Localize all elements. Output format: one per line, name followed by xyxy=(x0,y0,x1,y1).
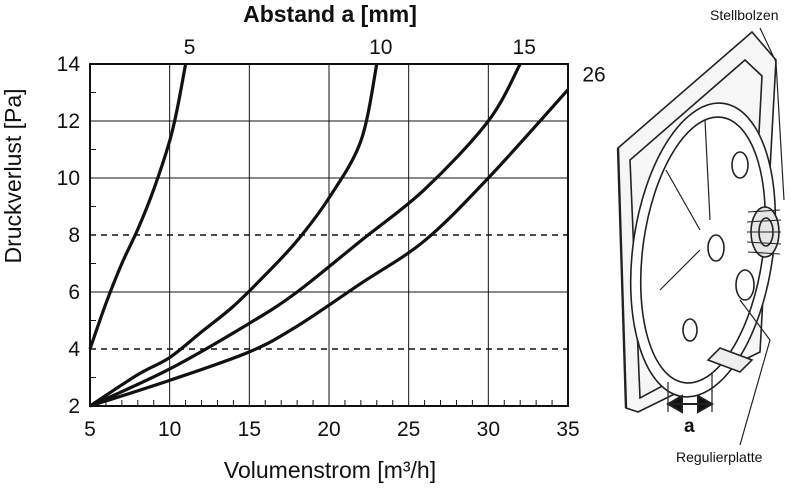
label-regulierplatte: Regulierplatte xyxy=(676,449,763,465)
curve-a-10 xyxy=(89,63,379,408)
leader-stellbolzen xyxy=(759,27,785,201)
valve-spoke xyxy=(659,119,711,291)
x-tick-label: 20 xyxy=(317,418,340,441)
minor-ticks xyxy=(90,92,553,406)
x-tick-label: 10 xyxy=(158,418,181,441)
y-axis-title: Druckverlust [Pa] xyxy=(0,88,26,263)
regulator-plate-rim xyxy=(639,116,767,384)
adjusting-bolt-thread xyxy=(746,209,782,255)
tick-labels: 5 10 15 20 25 30 35 2 4 6 8 10 12 14 xyxy=(57,53,580,441)
mounting-tab xyxy=(706,347,754,373)
y-tick-label: 4 xyxy=(68,338,80,361)
curve-label-15: 15 xyxy=(513,36,536,59)
x-tick-label: 15 xyxy=(238,418,261,441)
curve-a-5 xyxy=(88,63,188,350)
y-tick-label: 14 xyxy=(57,53,81,76)
y-tick-label: 8 xyxy=(68,224,80,247)
curve-series xyxy=(88,63,570,408)
valve-illustration xyxy=(616,27,785,446)
curve-label-5: 5 xyxy=(184,36,196,59)
y-tick-label: 6 xyxy=(68,281,80,304)
valve-hole xyxy=(735,269,755,301)
label-stellbolzen: Stellbolzen xyxy=(710,7,779,23)
x-tick-label: 35 xyxy=(556,418,579,441)
curve-labels: 5 10 15 26 xyxy=(184,36,606,87)
label-a: a xyxy=(684,416,695,437)
curve-label-10: 10 xyxy=(369,36,392,59)
valve-frame-edge xyxy=(616,147,628,409)
valve-hole xyxy=(731,151,749,179)
y-tick-label: 12 xyxy=(57,110,80,133)
x-tick-label: 30 xyxy=(477,418,500,441)
dimension-a-arrow xyxy=(665,394,715,414)
plot-frame xyxy=(89,63,569,407)
curve-a-15 xyxy=(89,63,522,408)
top-axis-title: Abstand a [mm] xyxy=(243,1,417,27)
leader-regulierplatte xyxy=(739,299,771,446)
y-tick-label: 10 xyxy=(57,167,80,190)
valve-hole xyxy=(682,318,698,342)
x-tick-label: 5 xyxy=(84,418,96,441)
valve-hole xyxy=(707,234,725,262)
dimension-a-line xyxy=(667,372,713,412)
curve-a-26 xyxy=(89,88,570,408)
x-tick-label: 25 xyxy=(397,418,420,441)
x-axis-title: Volumenstrom [m³/h] xyxy=(224,457,436,483)
y-tick-label: 2 xyxy=(68,395,80,418)
grid-lines xyxy=(90,64,568,406)
curve-label-26: 26 xyxy=(582,64,605,87)
